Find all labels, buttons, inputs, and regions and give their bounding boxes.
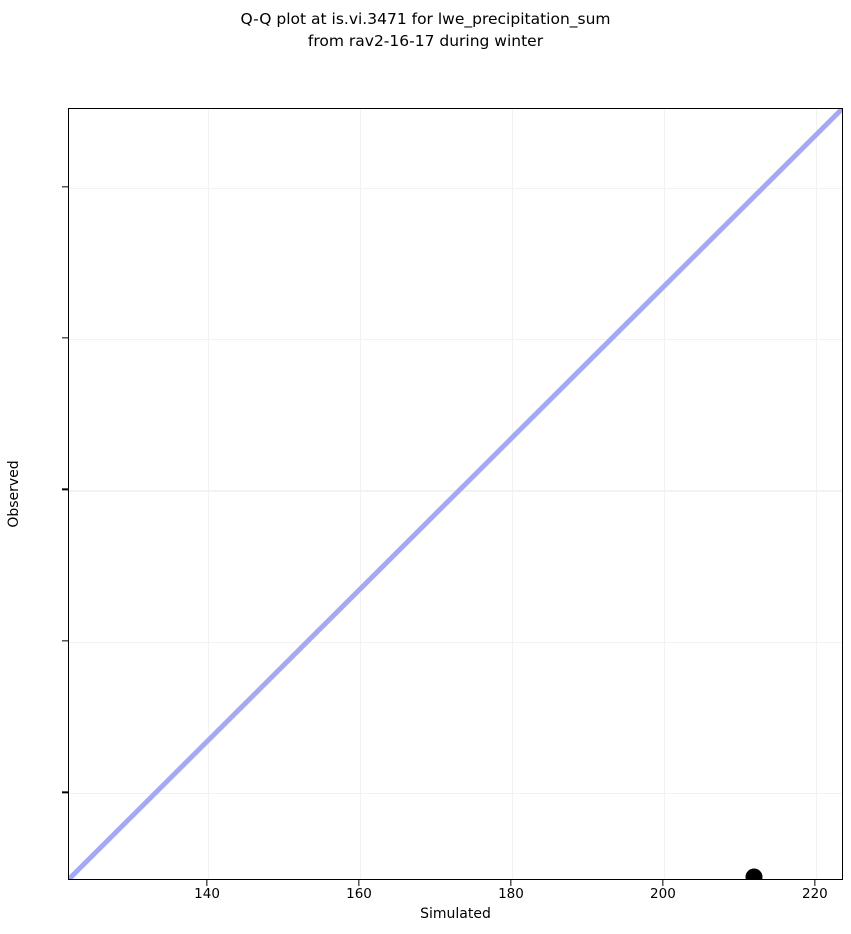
y-tick-mark	[62, 186, 68, 188]
page-title: Q-Q plot at is.vi.3471 for lwe_precipita…	[240, 10, 611, 50]
gridline-horizontal	[69, 793, 842, 795]
plot-area	[68, 108, 843, 880]
gridline-vertical	[360, 109, 362, 879]
x-axis-label: Simulated	[420, 906, 491, 922]
x-tick-mark	[510, 880, 512, 886]
x-tick-label: 140	[194, 886, 220, 902]
y-axis-label-text: Observed	[6, 460, 22, 528]
one-to-one-line	[69, 109, 842, 879]
x-tick-mark	[358, 880, 360, 886]
x-tick-mark	[814, 880, 816, 886]
x-tick-mark	[662, 880, 664, 886]
x-tick-label: 200	[650, 886, 676, 902]
gridline-vertical	[815, 109, 817, 879]
gridline-horizontal	[69, 641, 842, 643]
gridline-horizontal	[69, 187, 842, 189]
reference-line-svg	[69, 109, 842, 879]
gridline-horizontal	[69, 339, 842, 341]
gridline-vertical	[511, 109, 514, 879]
data-point	[745, 868, 763, 879]
y-tick-mark	[62, 791, 68, 793]
gridline-vertical	[663, 109, 666, 879]
y-tick-mark	[62, 488, 68, 491]
x-tick-mark	[206, 880, 208, 886]
data-points	[69, 109, 842, 879]
y-tick-mark	[62, 640, 68, 642]
x-tick-label: 180	[498, 886, 524, 902]
y-tick-mark	[62, 337, 68, 339]
x-tick-label: 160	[346, 886, 372, 902]
gridline-vertical	[208, 109, 210, 879]
x-tick-label: 220	[801, 886, 828, 902]
